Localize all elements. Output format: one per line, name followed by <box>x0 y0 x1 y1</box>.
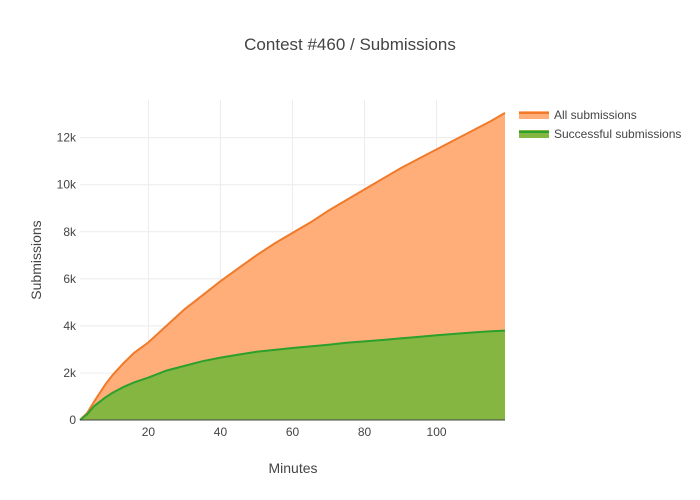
legend-swatch <box>519 111 549 119</box>
y-tick-label: 2k <box>63 366 77 380</box>
successful-submissions-area[interactable] <box>80 330 505 420</box>
all-submissions-line[interactable] <box>79 112 506 421</box>
legend-label: All submissions <box>554 108 637 122</box>
x-tick-label: 80 <box>358 425 372 439</box>
chart-title: Contest #460 / Submissions <box>244 35 456 54</box>
x-tick-label: 60 <box>286 425 300 439</box>
x-axis-title: Minutes <box>268 460 317 476</box>
legend-item-all-submissions[interactable]: All submissions <box>519 108 637 122</box>
y-tick-label: 6k <box>63 272 77 286</box>
legend-item-successful-submissions[interactable]: Successful submissions <box>519 127 681 141</box>
successful-submissions-line[interactable] <box>79 329 506 421</box>
legend[interactable]: All submissions Successful submissions <box>519 108 681 141</box>
series-areas <box>79 112 506 421</box>
y-axis-title: Submissions <box>28 220 44 299</box>
x-tick-label: 20 <box>142 425 156 439</box>
y-tick-label: 12k <box>57 131 77 145</box>
x-tick-label: 40 <box>214 425 228 439</box>
legend-swatch <box>519 130 549 138</box>
legend-label: Successful submissions <box>554 127 681 141</box>
y-tick-label: 8k <box>63 225 77 239</box>
y-tick-label: 10k <box>57 178 77 192</box>
axes: 0 2k 4k 6k 8k 10k 12k 20 40 60 80 100 <box>57 131 505 439</box>
x-tick-label: 100 <box>427 425 447 439</box>
y-tick-label: 4k <box>63 319 77 333</box>
y-tick-label: 0 <box>69 413 76 427</box>
